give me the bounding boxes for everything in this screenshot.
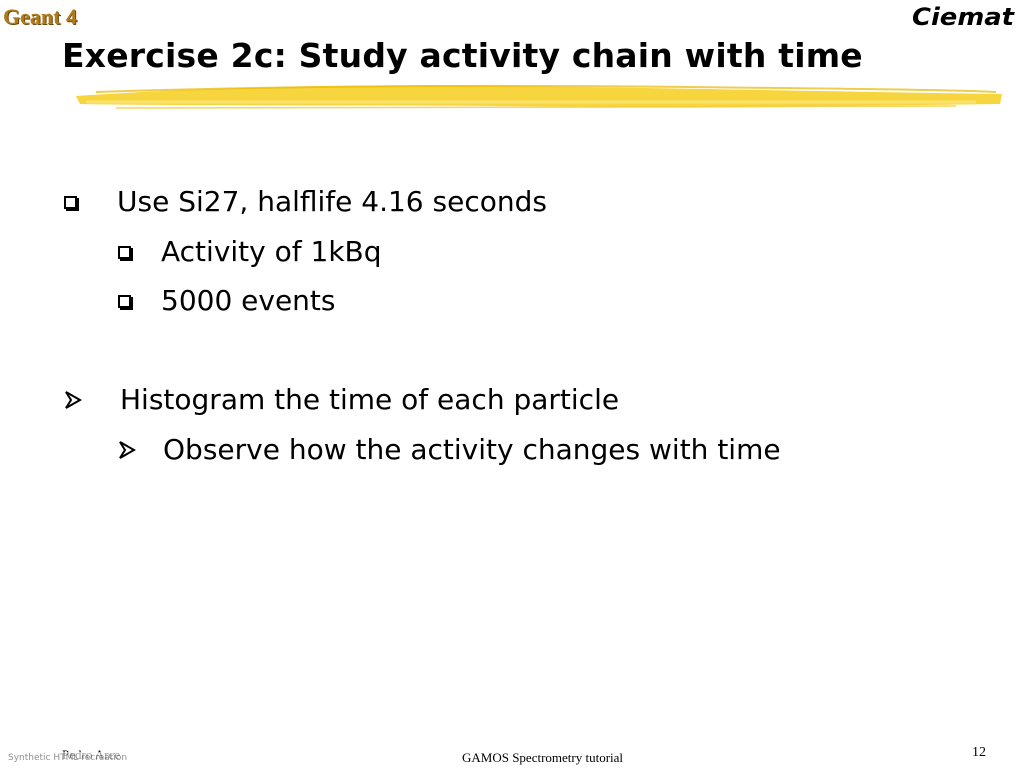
top-label: Geant 4	[3, 4, 77, 29]
checkbox-bullet-icon	[64, 195, 77, 209]
bullet-item: Histogram the time of each particle	[64, 383, 619, 417]
bullet-item: Use Si27, halflife 4.16 seconds	[64, 185, 547, 219]
checkbox-bullet-icon	[118, 245, 131, 259]
page-number: 12	[972, 745, 986, 760]
checkbox-bullet-icon	[118, 294, 131, 308]
bullet-text: Use Si27, halflife 4.16 seconds	[117, 185, 547, 218]
bullet-text: 5000 events	[161, 284, 336, 317]
bullet-item: 5000 events	[118, 284, 336, 318]
footer-title: GAMOS Spectrometry tutorial	[462, 750, 624, 765]
ciemat-logo: Ciemat	[912, 3, 1016, 31]
title-underline-stroke	[76, 84, 1002, 109]
bullet-text: Activity of 1kBq	[161, 235, 382, 268]
disclosure-badge: Synthetic HTML recreation	[4, 752, 132, 764]
slide-title: Exercise 2c: Study activity chain with t…	[62, 36, 863, 75]
bullet-item: Observe how the activity changes with ti…	[118, 433, 781, 467]
ciemat-logo-text: Ciemat	[912, 3, 1016, 31]
bullet-text: Histogram the time of each particle	[120, 383, 620, 416]
bullet-item: Activity of 1kBq	[118, 235, 382, 269]
bullet-text: Observe how the activity changes with ti…	[163, 433, 781, 466]
arrow-bullet-icon	[119, 441, 136, 459]
arrow-bullet-icon	[65, 391, 82, 409]
